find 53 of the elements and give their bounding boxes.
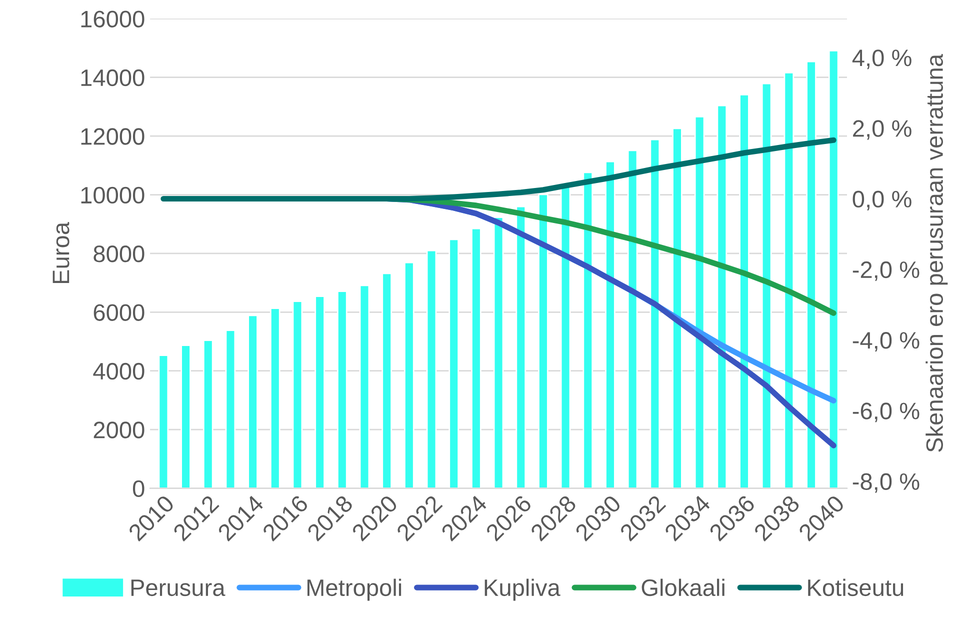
y2-tick-label: -6,0 % — [852, 402, 920, 422]
bar — [806, 60, 816, 488]
y-tick-label: 16000 — [81, 10, 144, 28]
bar — [292, 300, 303, 488]
bar — [404, 262, 414, 488]
bar — [336, 290, 348, 488]
bar — [784, 72, 794, 488]
bar — [694, 116, 705, 488]
bar — [248, 314, 258, 488]
legend-label: Kotiseutu — [808, 578, 904, 596]
bar — [516, 206, 526, 488]
y-axis-title: Euroa — [52, 222, 70, 284]
bar — [538, 194, 548, 488]
y2-tick-label: 0,0 % — [852, 190, 912, 210]
y-tick-label: 8000 — [94, 246, 144, 262]
legend-label: Perusura — [131, 580, 226, 596]
legend-label: Kupliva — [484, 578, 560, 601]
bar — [828, 50, 839, 488]
y-tick-label: 6000 — [94, 304, 144, 321]
y2-tick-label: 4,0 % — [852, 50, 912, 70]
bar — [202, 340, 214, 488]
bar — [672, 128, 682, 488]
bar — [761, 82, 772, 488]
bar — [314, 296, 325, 488]
bar — [448, 238, 460, 488]
bar — [225, 330, 236, 488]
bar — [493, 216, 504, 488]
y-tick-label: 4000 — [93, 362, 144, 380]
bar — [158, 354, 169, 488]
legend-label: Glokaali — [642, 578, 724, 596]
y-tick-label: 2000 — [94, 422, 144, 438]
legend-label: Metropoli — [307, 578, 402, 601]
bar — [716, 104, 728, 488]
bar — [650, 138, 660, 488]
y2-tick-label: -2,0 % — [852, 261, 920, 281]
bar — [605, 160, 616, 488]
bar — [426, 250, 437, 488]
y-tick-label: 14000 — [81, 69, 144, 86]
y-tick-label: 10000 — [81, 186, 144, 204]
bar — [270, 308, 280, 488]
bar — [582, 172, 594, 488]
bar — [627, 150, 638, 488]
bar — [382, 272, 392, 488]
bar — [739, 94, 750, 488]
bar — [359, 284, 370, 488]
bar — [180, 344, 191, 488]
y-tick-label: 12000 — [81, 128, 144, 145]
y2-axis-title: Skenaarion ero perusuraan verrattuna — [926, 54, 948, 452]
y2-tick-label: 2,0 % — [853, 120, 912, 140]
y2-tick-label: -8,0 % — [852, 473, 920, 493]
y2-tick-label: -4,0 % — [852, 332, 920, 352]
bar — [471, 228, 482, 488]
y-tick-label: 0 — [132, 480, 144, 498]
